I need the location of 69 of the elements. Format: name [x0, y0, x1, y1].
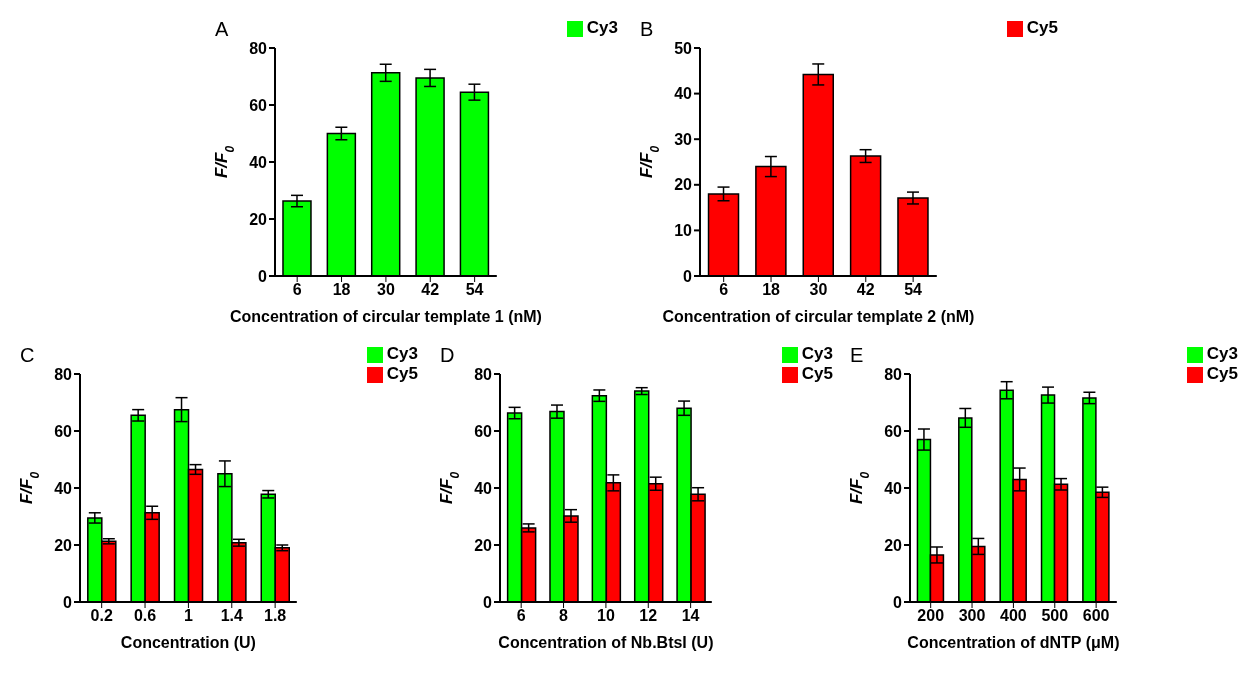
x-tick-label: 500 — [1041, 607, 1069, 625]
x-tick-label: 1.8 — [264, 607, 287, 625]
x-tick-label: 54 — [904, 281, 923, 299]
x-axis-title: Concentration of dNTP (μM) — [907, 634, 1120, 651]
y-tick-label: 20 — [249, 210, 268, 228]
y-tick-label: 20 — [674, 176, 693, 194]
x-axis-title: Concentration of circular template 1 (nM) — [229, 308, 542, 325]
y-tick-label: 0 — [63, 593, 73, 611]
chart-title: A — [215, 18, 229, 41]
x-tick-label: 600 — [1082, 607, 1110, 625]
y-tick-label: 40 — [249, 153, 268, 171]
y-tick-label: 60 — [54, 422, 73, 440]
legend-label: Cy5 — [801, 364, 833, 383]
y-tick-label: 40 — [474, 479, 493, 497]
x-tick-label: 12 — [639, 607, 658, 625]
legend-label: Cy5 — [1026, 18, 1058, 37]
x-tick-label: 200 — [917, 607, 945, 625]
y-tick-label: 80 — [884, 365, 903, 383]
x-tick-label: 8 — [559, 607, 569, 625]
x-tick-label: 400 — [1000, 607, 1027, 625]
legend-label: Cy5 — [386, 364, 418, 383]
x-tick-label: 30 — [377, 281, 395, 299]
y-tick-label: 20 — [474, 536, 493, 554]
y-tick-label: 40 — [674, 85, 693, 103]
x-tick-label: 10 — [597, 607, 615, 625]
x-tick-label: 0.2 — [90, 607, 113, 625]
x-tick-label: 42 — [856, 281, 875, 299]
x-tick-label: 6 — [292, 281, 302, 299]
chart-title: D — [440, 344, 455, 367]
y-tick-label: 0 — [683, 267, 693, 285]
y-tick-label: 80 — [249, 39, 268, 57]
x-tick-label: 18 — [762, 281, 781, 299]
x-tick-label: 6 — [719, 281, 729, 299]
x-axis-title: Concentration of Nb.BtsI (U) — [498, 634, 714, 651]
y-tick-label: 60 — [249, 96, 268, 114]
legend-label: Cy3 — [586, 18, 618, 37]
chart-title: B — [640, 18, 654, 41]
x-tick-label: 300 — [958, 607, 986, 625]
y-tick-label: 20 — [884, 536, 903, 554]
y-tick-label: 0 — [483, 593, 493, 611]
chart-title: E — [850, 344, 864, 367]
y-tick-label: 20 — [54, 536, 73, 554]
y-tick-label: 10 — [674, 222, 693, 240]
x-tick-label: 0.6 — [133, 607, 157, 625]
legend-label: Cy3 — [1206, 344, 1238, 363]
y-tick-label: 80 — [474, 365, 493, 383]
y-tick-label: 80 — [54, 365, 73, 383]
x-tick-label: 1 — [183, 607, 193, 625]
legend-label: Cy3 — [801, 344, 833, 363]
x-axis-title: Concentration of circular template 2 (nM) — [662, 308, 975, 325]
y-tick-label: 0 — [893, 593, 903, 611]
y-tick-label: 40 — [54, 479, 73, 497]
x-tick-label: 14 — [681, 607, 700, 625]
y-tick-label: 30 — [674, 130, 693, 148]
chart-title: C — [20, 344, 35, 367]
y-tick-label: 40 — [884, 479, 903, 497]
x-axis-title: Concentration (U) — [120, 634, 256, 651]
x-tick-label: 54 — [465, 281, 484, 299]
y-tick-label: 60 — [884, 422, 903, 440]
y-tick-label: 60 — [474, 422, 493, 440]
y-tick-label: 50 — [674, 39, 693, 57]
legend-label: Cy5 — [1206, 364, 1238, 383]
legend-label: Cy3 — [386, 344, 418, 363]
x-tick-label: 30 — [809, 281, 828, 299]
x-tick-label: 1.4 — [220, 607, 243, 625]
x-tick-label: 18 — [332, 281, 351, 299]
y-tick-label: 0 — [258, 267, 268, 285]
x-tick-label: 6 — [516, 607, 526, 625]
x-tick-label: 42 — [421, 281, 440, 299]
